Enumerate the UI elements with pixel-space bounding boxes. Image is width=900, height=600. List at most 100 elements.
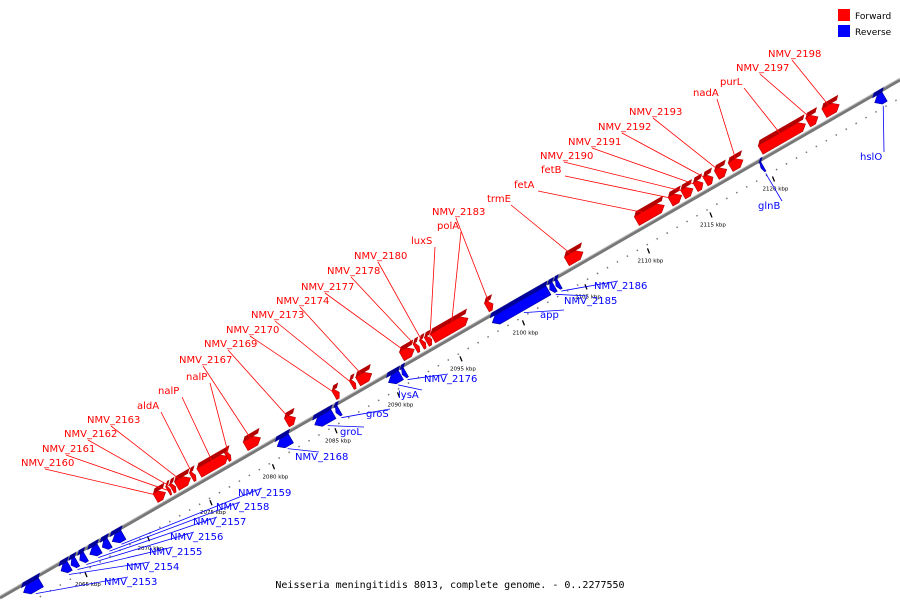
scale-tick-mark [521, 320, 526, 326]
gene-label: NMV_2197 [736, 63, 789, 74]
gene-leader-line [324, 292, 409, 354]
gene-arrow [805, 107, 819, 128]
gene-leader-line [743, 87, 784, 139]
gene-label: NMV_2170 [226, 325, 279, 336]
gene-arrow [283, 407, 296, 428]
scale-tick-label: 2110 kbp [637, 258, 663, 264]
gene-arrow [399, 362, 409, 379]
gene-leader-line [110, 425, 185, 484]
legend-reverse-label: Reverse [855, 28, 892, 38]
gene-label: NMV_2177 [301, 282, 354, 293]
scale-tick-mark [709, 212, 713, 218]
gene-arrow [333, 400, 343, 417]
legend-reverse-swatch [838, 25, 850, 37]
gene-label: NMV_2156 [170, 532, 223, 543]
scale-tick-mark [84, 571, 88, 578]
gene-label: nadA [693, 88, 719, 99]
gene-arrow [483, 294, 494, 313]
gene-label: NMV_2158 [216, 502, 269, 513]
scale-tick-label: 2100 kbp [512, 330, 538, 336]
scale-tick-label: 2065 kbp [75, 582, 101, 588]
gene-arrow [680, 178, 694, 200]
gene-arrow [385, 365, 404, 385]
gene-label: NMV_2176 [424, 374, 477, 385]
gene-arrow [563, 242, 584, 267]
gene-leader-line [86, 531, 195, 565]
gene-label: trmE [487, 194, 511, 205]
gene-leader-line [274, 320, 355, 386]
scale-dotted-line [32, 97, 900, 600]
gene-leader-line [429, 246, 436, 342]
gene-arrow [430, 308, 469, 344]
gene-leader-line [407, 373, 449, 380]
gene-leader-line [98, 516, 218, 558]
gene-label: nalP [158, 386, 179, 397]
gene-label: polA [437, 221, 459, 232]
gene-label: NMV_2169 [204, 339, 257, 350]
gene-leader-line [561, 280, 619, 292]
scale-tick-label: 2090 kbp [387, 402, 413, 408]
gene-label: NMV_2190 [540, 151, 593, 162]
gene-leader-line [109, 501, 241, 552]
gene-leader-line [377, 261, 425, 345]
scale-tick-mark [396, 392, 401, 398]
gene-leader-line [555, 293, 589, 297]
gene-leader-line [510, 204, 576, 258]
gene-arrow [398, 339, 415, 362]
gene-arrow [312, 404, 337, 427]
gene-label: NMV_2155 [149, 547, 202, 558]
gene-leader-line [563, 161, 689, 193]
gene-arrow [489, 280, 552, 325]
scale-tick-label: 2070 kbp [137, 546, 163, 552]
scale-tick-label: 2120 kbp [762, 186, 788, 192]
gene-label: NMV_2159 [238, 488, 291, 499]
gene-arrow [20, 572, 44, 595]
gene-leader-line [227, 349, 292, 422]
legend-forward-label: Forward [855, 12, 891, 22]
gene-arrow [757, 114, 806, 155]
gene-leader-line [652, 117, 723, 174]
gene-leader-line [287, 448, 320, 453]
scale-tick-mark [459, 356, 463, 362]
gene-arrow [109, 525, 127, 544]
gene-label: NMV_2193 [629, 107, 682, 118]
gene-arrow [99, 533, 113, 550]
gene-label: NMV_2173 [251, 310, 304, 321]
gene-leader-line [87, 439, 175, 489]
scale-tick-label: 2075 kbp [200, 510, 226, 516]
gene-arrow [758, 156, 767, 173]
gene-arrow [667, 185, 683, 207]
gene-leader-line [249, 335, 338, 395]
scale-tick-mark [334, 428, 338, 434]
scale-tick-label: 2085 kbp [325, 438, 351, 444]
gene-leader-line [791, 59, 833, 111]
gene-label: NMV_2153 [104, 577, 157, 588]
gene-leader-line [327, 425, 365, 428]
gene-arrow [152, 482, 166, 503]
gene-label: groL [340, 427, 362, 438]
genome-caption: Neisseria meningitidis 8013, complete ge… [275, 580, 624, 591]
gene-leader-line [621, 132, 710, 181]
legend-forward-swatch [838, 9, 850, 21]
gene-leader-line [209, 382, 230, 457]
gene-arrow [692, 173, 704, 193]
gene-leader-line [181, 396, 215, 466]
gene-label: purL [720, 77, 743, 88]
gene-label: groS [366, 409, 389, 420]
gene-label: NMV_2185 [564, 296, 617, 307]
gene-arrow [633, 195, 665, 226]
gene-arrow [355, 363, 373, 387]
gene-label: NMV_2162 [64, 429, 117, 440]
gene-leader-line [591, 147, 700, 187]
gene-arrow [821, 94, 840, 118]
gene-label: NMV_2160 [21, 458, 74, 469]
gene-leader-line [716, 98, 738, 165]
gene-arrow [713, 159, 728, 180]
gene-label: aldA [137, 401, 159, 412]
gene-leader-line [765, 173, 783, 202]
gene-arrow [553, 274, 563, 290]
gene-arrow [412, 336, 421, 354]
gene-leader-line [299, 306, 366, 379]
gene-leader-line [537, 190, 652, 215]
